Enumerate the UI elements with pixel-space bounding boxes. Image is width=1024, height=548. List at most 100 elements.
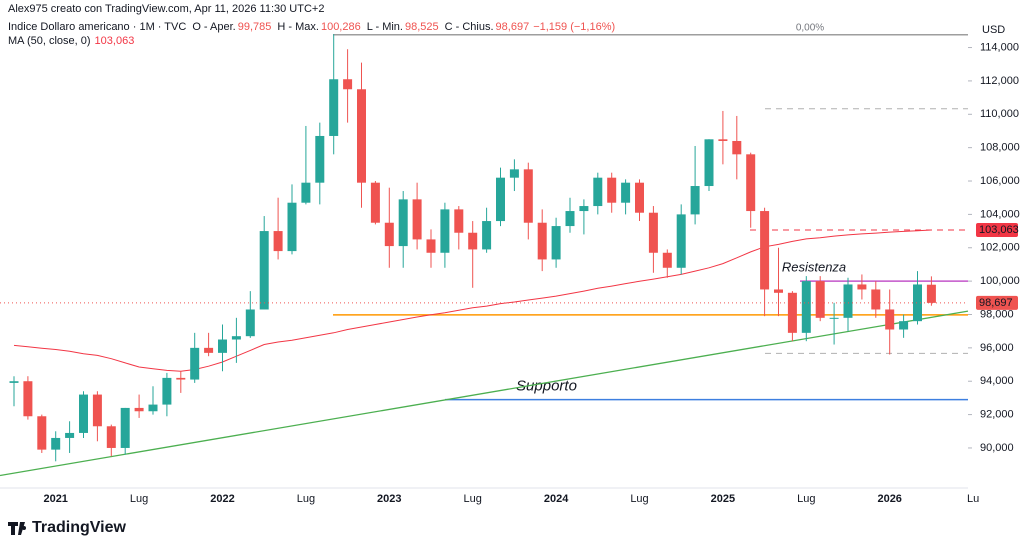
x-tick-label: Lug	[297, 493, 315, 505]
y-tick-label: 110,000	[980, 108, 1019, 120]
candle-body	[148, 404, 158, 412]
candle-body	[482, 221, 492, 250]
candle-body	[218, 339, 227, 353]
candle-body	[176, 377, 186, 380]
candle-body	[23, 381, 33, 417]
candle-body	[79, 394, 88, 433]
header: Alex975 creato con TradingView.com, Apr …	[8, 3, 324, 15]
candle-body	[704, 139, 714, 187]
candle-body	[857, 284, 867, 290]
price-tag	[976, 295, 1018, 310]
candle-body	[384, 222, 394, 247]
candle-body	[65, 432, 75, 438]
y-tick-label: 108,000	[980, 142, 1020, 154]
candle-body	[440, 209, 450, 253]
candle-body	[732, 140, 742, 155]
candle-body	[92, 394, 102, 427]
candle-body	[565, 211, 575, 227]
ma-name: MA (50, close, 0)	[8, 35, 91, 47]
candle-body	[760, 211, 770, 290]
candle-body	[926, 284, 936, 303]
y-tick-label: 112,000	[980, 75, 1019, 87]
candle-body	[426, 239, 436, 253]
x-tick-label: 2021	[43, 493, 67, 505]
x-tick-label: Lug	[797, 493, 815, 505]
candle-body	[523, 169, 533, 223]
candle-body	[454, 209, 464, 233]
x-tick-label: Lug	[130, 493, 148, 505]
level-label: 0,00%	[796, 22, 824, 33]
level-label: Supporto	[516, 378, 577, 395]
y-tick-label: 100,000	[980, 275, 1020, 287]
y-tick-label: 92,000	[980, 408, 1014, 420]
legend-change: −1,159 (−1,16%)	[533, 21, 615, 33]
candle-body	[37, 416, 47, 450]
candle-body	[787, 292, 797, 333]
candle-body	[496, 177, 505, 222]
candle-body	[273, 231, 283, 252]
trendline	[0, 310, 969, 477]
y-tick-label: 94,000	[980, 375, 1014, 387]
candle-body	[9, 381, 19, 383]
candle-body	[648, 212, 658, 253]
ma-value: 103,063	[95, 35, 135, 47]
candle-body	[676, 214, 686, 268]
y-tick-label: 102,000	[980, 242, 1020, 254]
candle-body	[51, 437, 61, 450]
candle-body	[134, 407, 144, 412]
candle-body	[398, 199, 408, 247]
candle-body	[718, 139, 728, 141]
y-tick-label: 106,000	[980, 175, 1020, 187]
price-tag	[976, 223, 1018, 238]
candle-body	[412, 199, 422, 240]
candle-body	[829, 317, 839, 319]
logo-text: TradingView	[32, 519, 127, 536]
legend-value: 100,286	[321, 21, 361, 33]
candle-body	[301, 182, 311, 203]
y-tick-label: 96,000	[980, 342, 1014, 354]
y-tick-label: 114,000	[980, 41, 1019, 53]
candle-body	[509, 169, 519, 178]
candle-body	[635, 182, 644, 213]
candle-body	[774, 289, 783, 293]
candle-body	[204, 347, 214, 353]
candle-body	[120, 407, 130, 448]
x-tick-label: 2023	[377, 493, 401, 505]
candle-body	[690, 186, 700, 215]
candle-body	[746, 154, 756, 212]
logo	[8, 522, 26, 535]
candle-body	[593, 177, 603, 207]
y-tick-label: 98,000	[980, 308, 1014, 320]
ma-legend: MA (50, close, 0) 103,063	[8, 35, 134, 47]
candle-body	[815, 281, 825, 318]
candle-body	[621, 182, 631, 203]
candle-body	[370, 182, 380, 223]
candle-body	[315, 135, 325, 183]
candle-body	[106, 426, 116, 448]
candle-body	[843, 284, 853, 318]
candle-body	[259, 231, 269, 310]
candle-body	[885, 309, 895, 330]
price-tag-label: 103,063	[979, 224, 1019, 236]
legend-value: 99,785	[238, 21, 272, 33]
x-tick-label: Lu	[967, 493, 979, 505]
candle-body	[662, 252, 672, 268]
moving-average	[13, 229, 932, 372]
candle-body	[871, 289, 881, 310]
candle-body	[579, 206, 589, 212]
candle-body	[801, 281, 811, 333]
price-tag-label: 98,697	[979, 297, 1013, 309]
x-tick-label: 2026	[877, 493, 901, 505]
candle-body	[899, 321, 909, 330]
candle-body	[162, 377, 172, 405]
candle-body	[190, 347, 200, 380]
candle-body	[537, 222, 547, 260]
legend-label: H - Max.	[277, 21, 319, 33]
candle-body	[287, 202, 297, 252]
currency: USD	[982, 24, 1005, 36]
candle-body	[551, 226, 561, 260]
candle-body	[329, 79, 339, 136]
level-label: Resistenza	[782, 260, 846, 275]
